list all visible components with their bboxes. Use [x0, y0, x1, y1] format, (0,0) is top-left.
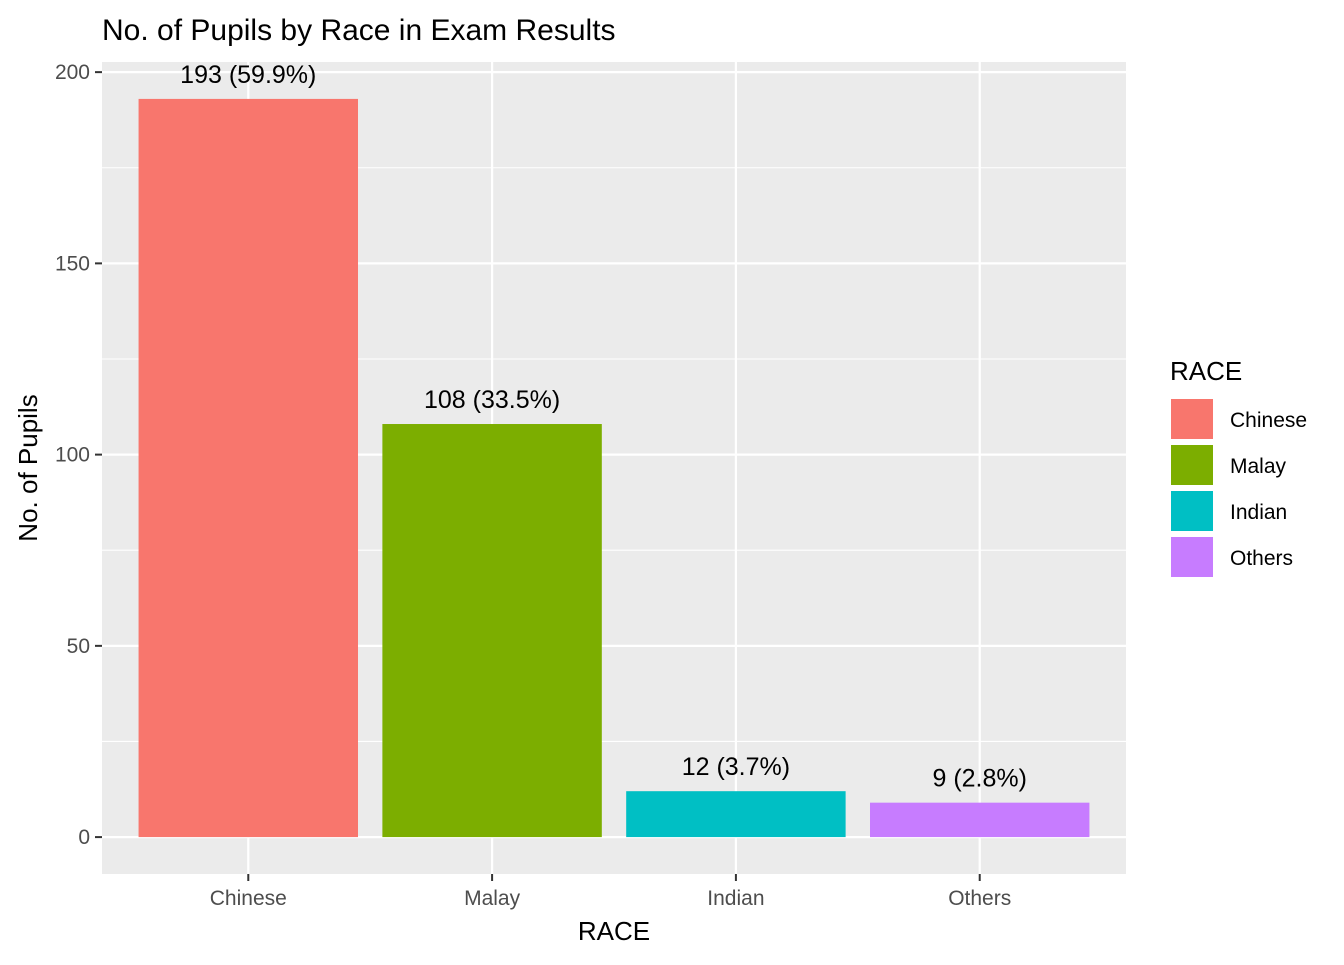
- legend-key-chinese: [1169, 397, 1215, 441]
- x-axis-title: RACE: [578, 916, 650, 946]
- data-label-others: 9 (2.8%): [932, 765, 1026, 793]
- data-label-indian: 12 (3.7%): [682, 753, 790, 781]
- data-labels-group: 193 (59.9%) 108 (33.5%) 12 (3.7%) 9 (2.8%): [180, 61, 1027, 793]
- y-tick-label: 200: [55, 61, 90, 84]
- legend-label-malay: Malay: [1230, 455, 1287, 478]
- y-tick-label: 100: [55, 444, 90, 467]
- legend-items: Chinese Malay Indian Others: [1169, 397, 1307, 579]
- legend-key-malay: [1169, 443, 1215, 487]
- bar-others: [870, 802, 1090, 838]
- legend-key-others: [1169, 535, 1215, 579]
- legend-label-indian: Indian: [1230, 501, 1287, 524]
- legend-label-chinese: Chinese: [1230, 409, 1307, 432]
- y-tick-label: 150: [55, 252, 90, 275]
- legend-key-indian: [1169, 489, 1215, 533]
- x-axis: Chinese Malay Indian Others: [210, 874, 1011, 910]
- data-label-chinese: 193 (59.9%): [180, 61, 316, 89]
- bar-chinese: [138, 98, 358, 838]
- x-tick-label-others: Others: [948, 887, 1011, 910]
- bars-group: [138, 98, 1090, 838]
- bar-malay: [382, 424, 602, 838]
- x-tick-label-indian: Indian: [707, 887, 764, 910]
- chart-title: No. of Pupils by Race in Exam Results: [102, 14, 616, 47]
- legend-label-others: Others: [1230, 547, 1293, 570]
- y-axis: 0 50 100 150 200: [55, 61, 102, 849]
- legend: RACE Chinese Malay Indian Others: [1169, 356, 1307, 579]
- y-tick-label: 50: [67, 635, 90, 658]
- data-label-malay: 108 (33.5%): [424, 386, 560, 414]
- bar-indian: [626, 791, 846, 838]
- legend-title: RACE: [1170, 356, 1242, 386]
- x-tick-label-chinese: Chinese: [210, 887, 287, 910]
- y-tick-label: 0: [78, 826, 90, 849]
- y-axis-title: No. of Pupils: [13, 394, 43, 541]
- x-tick-label-malay: Malay: [464, 887, 521, 910]
